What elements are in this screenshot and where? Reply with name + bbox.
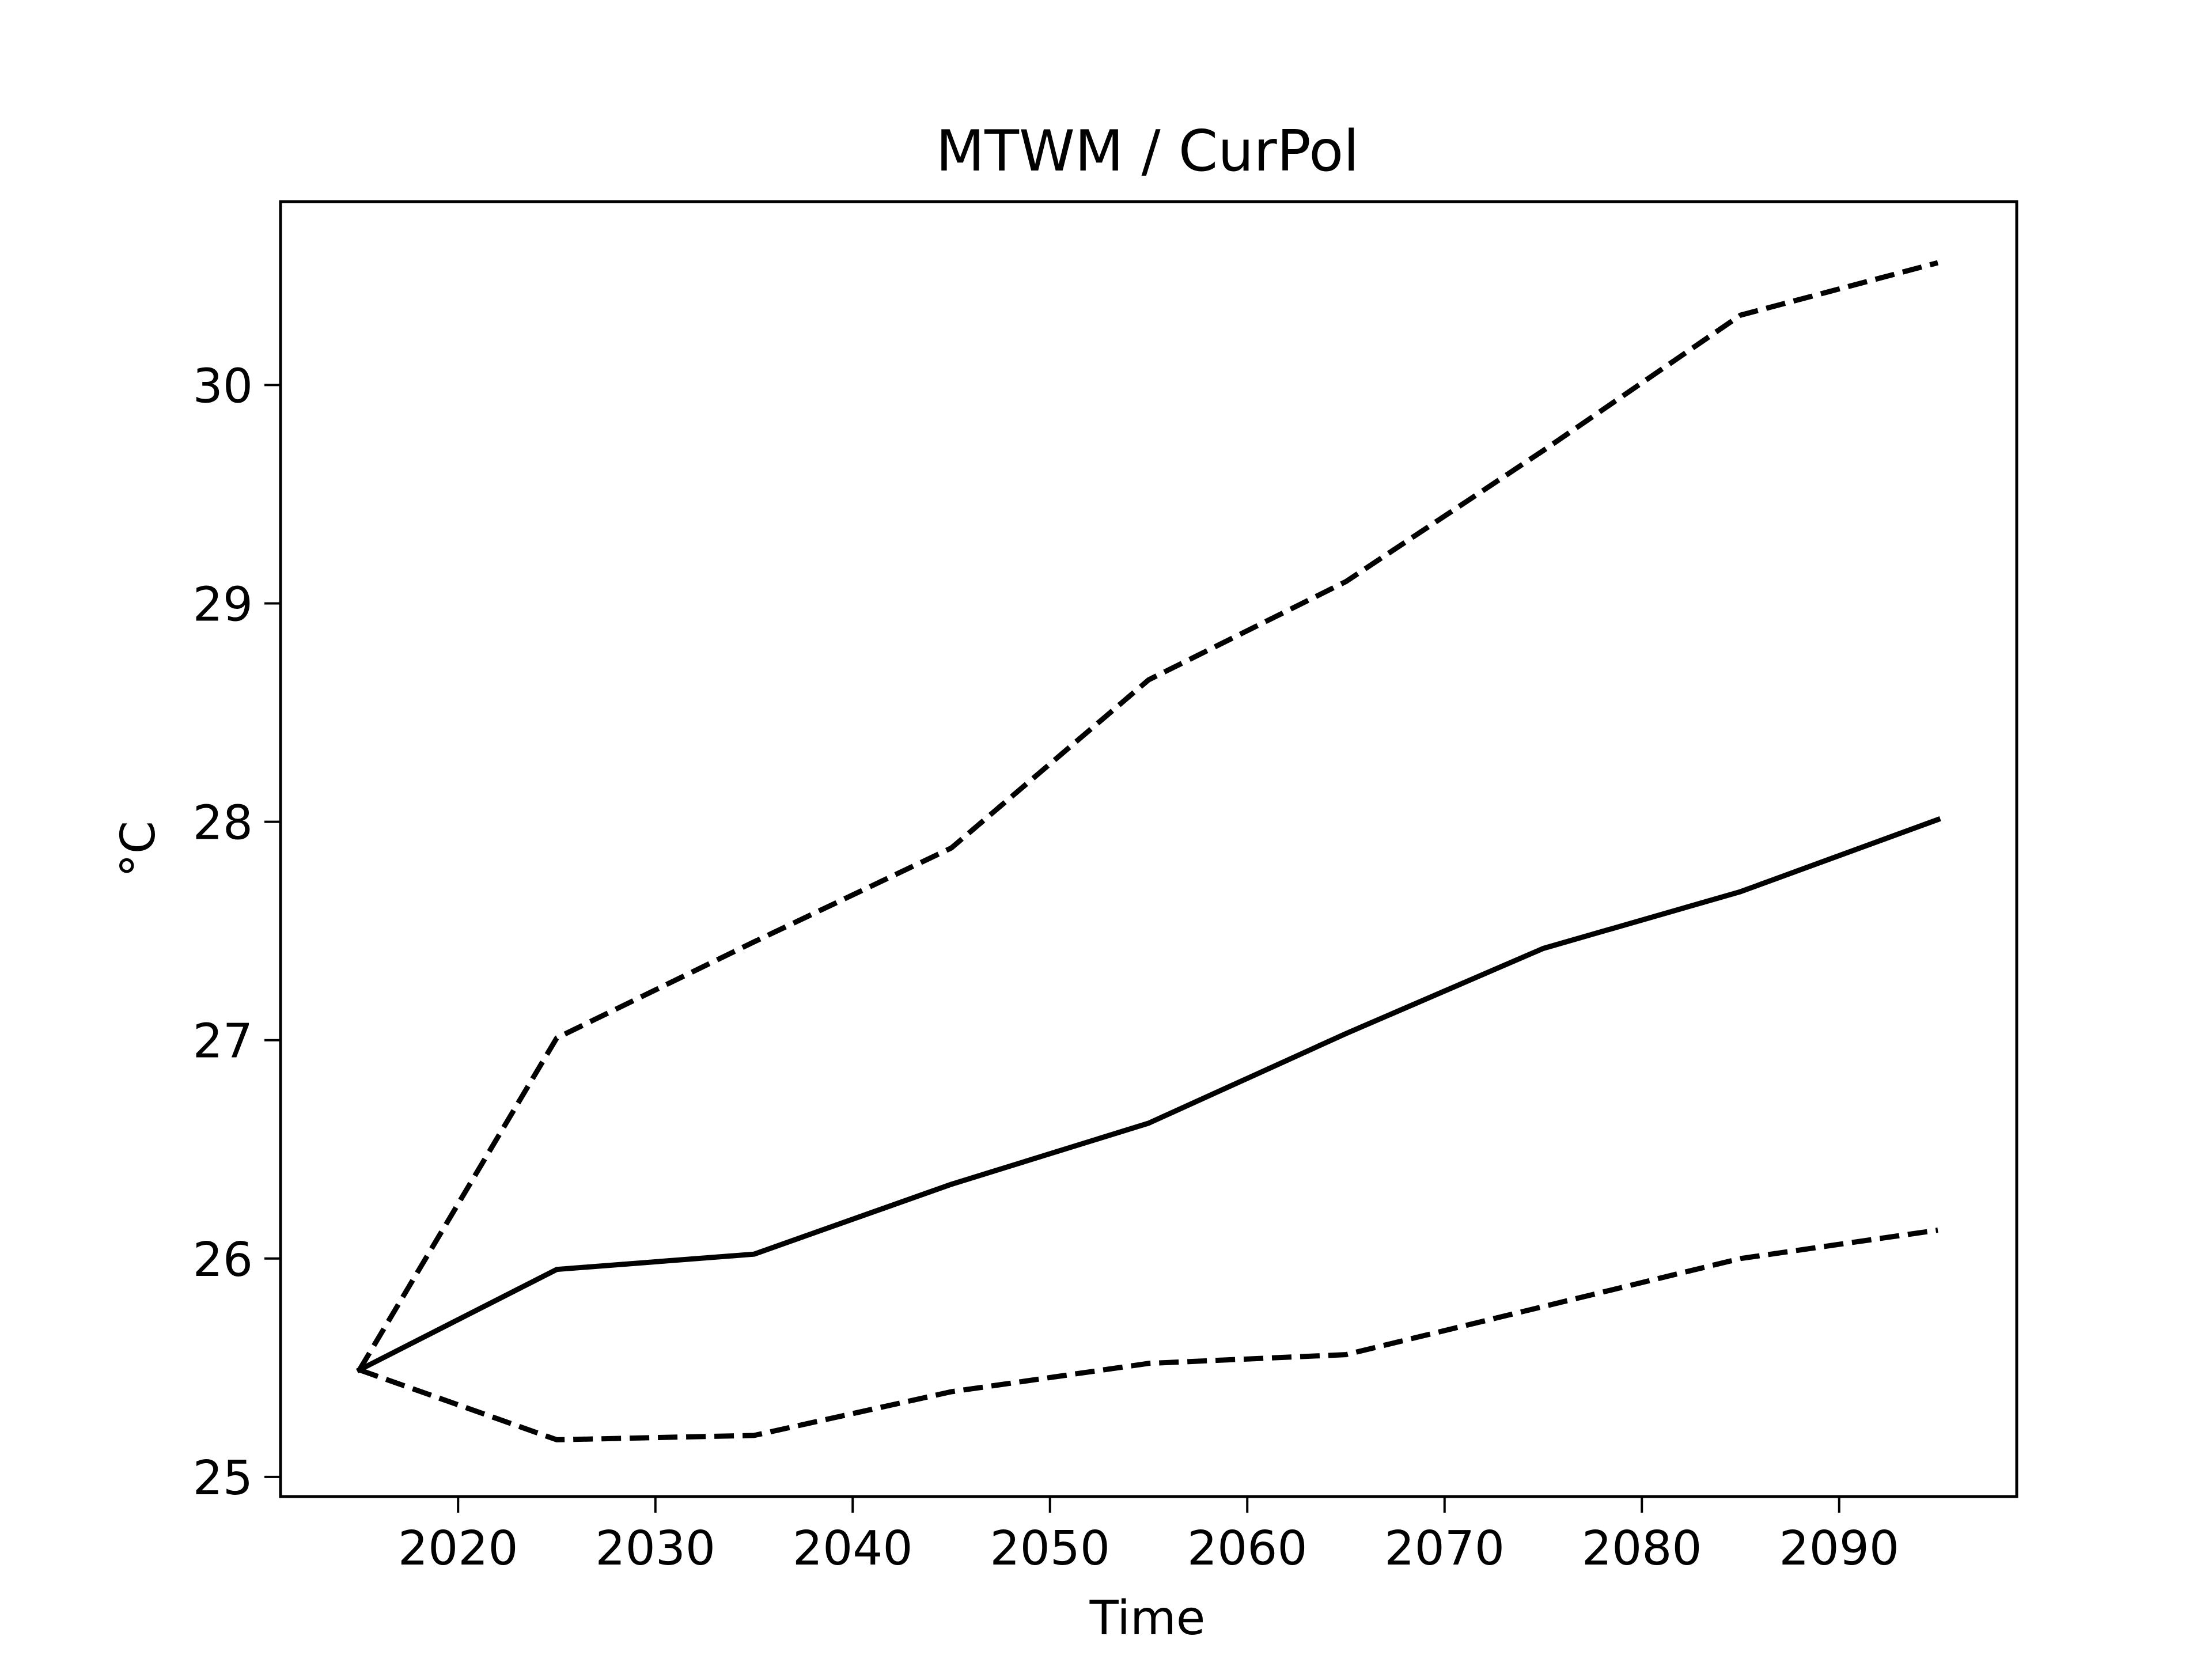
- x-tick-label: 2040: [793, 1521, 913, 1576]
- series-line-2: [355, 816, 1941, 1374]
- plot-frame: [279, 200, 2018, 1498]
- chart-title: MTWM / CurPol: [936, 119, 1359, 184]
- x-tick-label: 2030: [595, 1521, 715, 1576]
- x-tick-label: 2070: [1384, 1521, 1505, 1576]
- y-tick-label: 30: [193, 359, 253, 414]
- x-axis-title: Time: [1089, 1591, 1206, 1646]
- y-tick-label: 26: [193, 1233, 253, 1287]
- y-tick-label: 28: [193, 796, 253, 851]
- x-tick-label: 2050: [990, 1521, 1110, 1576]
- series-line-3: [358, 1228, 1938, 1442]
- ticks-layer: 2020 2030 2040 2050 2060 2070 2080 2090 25 26 27 28…: [193, 359, 1899, 1576]
- x-tick-label: 2090: [1779, 1521, 1899, 1576]
- y-tick-label: 27: [193, 1014, 253, 1069]
- y-tick-label: 25: [193, 1451, 253, 1506]
- series-layer: [355, 260, 1941, 1442]
- x-tick-label: 2060: [1187, 1521, 1308, 1576]
- x-tick-label: 2080: [1582, 1521, 1702, 1576]
- x-tick-label: 2020: [398, 1521, 518, 1576]
- y-axis-title: °C: [111, 821, 166, 877]
- y-tick-label: 29: [193, 578, 253, 632]
- series-line-1: [357, 260, 1939, 1372]
